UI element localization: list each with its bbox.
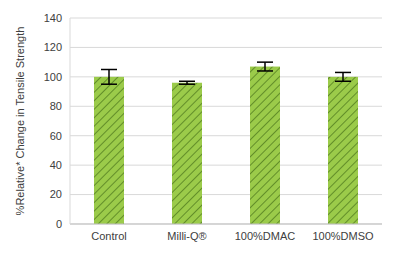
svg-text:100%DMSO: 100%DMSO	[312, 230, 374, 242]
svg-text:40: 40	[50, 159, 62, 171]
svg-text:140: 140	[44, 12, 62, 24]
svg-text:20: 20	[50, 188, 62, 200]
svg-text:0: 0	[56, 218, 62, 230]
svg-text:80: 80	[50, 100, 62, 112]
svg-text:60: 60	[50, 130, 62, 142]
svg-text:Milli-Q®: Milli-Q®	[167, 230, 206, 242]
svg-text:100%DMAC: 100%DMAC	[235, 230, 296, 242]
svg-text:120: 120	[44, 41, 62, 53]
svg-text:100: 100	[44, 71, 62, 83]
svg-text:%Relative* Change in Tensile S: %Relative* Change in Tensile Strength	[14, 27, 26, 216]
svg-text:Control: Control	[91, 230, 126, 242]
